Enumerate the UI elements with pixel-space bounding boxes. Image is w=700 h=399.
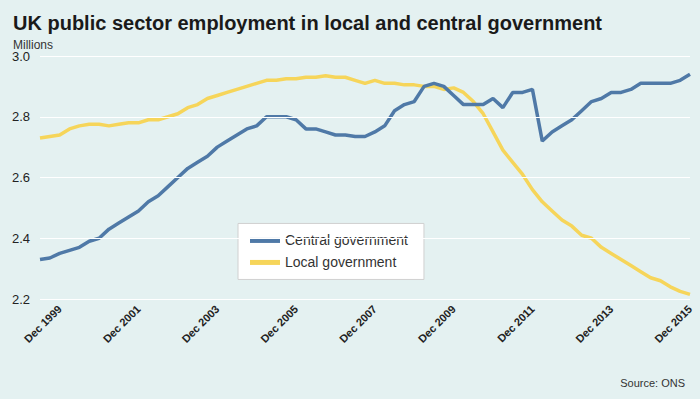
svg-text:2.8: 2.8	[12, 109, 30, 124]
svg-text:Dec 1999: Dec 1999	[22, 303, 64, 345]
svg-text:Dec 2009: Dec 2009	[416, 303, 458, 345]
svg-text:2.2: 2.2	[12, 292, 30, 307]
svg-text:Dec 2007: Dec 2007	[337, 303, 379, 345]
svg-text:UK public sector employment in: UK public sector employment in local and…	[13, 12, 602, 34]
svg-text:Millions: Millions	[13, 38, 53, 52]
svg-text:Dec 2015: Dec 2015	[652, 303, 694, 345]
svg-text:Dec 2003: Dec 2003	[179, 303, 221, 345]
svg-text:Dec 2005: Dec 2005	[258, 303, 300, 345]
svg-text:2.4: 2.4	[12, 231, 30, 246]
svg-text:Dec 2011: Dec 2011	[495, 303, 537, 345]
svg-text:Source: ONS: Source: ONS	[620, 377, 685, 389]
svg-text:Dec 2001: Dec 2001	[101, 303, 143, 345]
svg-text:Local government: Local government	[285, 254, 396, 270]
svg-text:3.0: 3.0	[11, 48, 30, 64]
svg-text:2.6: 2.6	[12, 170, 30, 185]
svg-text:Central government: Central government	[285, 232, 408, 248]
svg-text:Dec 2013: Dec 2013	[573, 303, 615, 345]
